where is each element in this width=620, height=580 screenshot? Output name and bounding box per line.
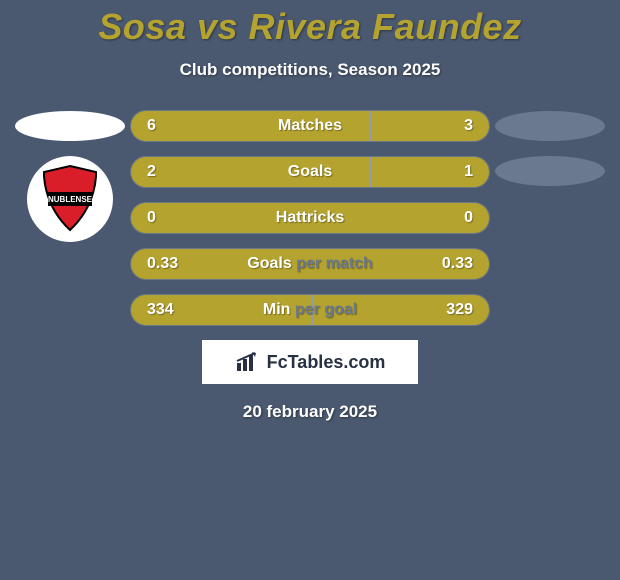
avatar-left-col <box>10 111 130 141</box>
stat-label-primary: Min <box>263 301 291 318</box>
stat-value-right: 3 <box>464 117 473 135</box>
avatar-left-col: NUBLENSE <box>10 156 130 246</box>
stat-row: NUBLENSE 2 1 Goals 0 <box>0 156 620 326</box>
stat-right-fill: 1 <box>372 157 489 187</box>
stat-row: 6 3 Matches <box>0 110 620 142</box>
player-avatar-placeholder-right <box>495 111 605 141</box>
shield-icon: NUBLENSE <box>38 164 102 234</box>
brand-text: FcTables.com <box>267 352 386 373</box>
player-avatar-placeholder-left <box>15 111 125 141</box>
avatar-right-col <box>490 111 610 141</box>
stat-value-right: 1 <box>464 163 473 181</box>
stat-label: Goals per match <box>247 255 372 273</box>
date-text: 20 february 2025 <box>0 402 620 422</box>
stat-value-right: 0.33 <box>442 255 473 273</box>
svg-text:NUBLENSE: NUBLENSE <box>48 195 93 204</box>
stat-label: Hattricks <box>276 209 344 227</box>
stat-label: Matches <box>278 117 342 135</box>
comparison-card: Sosa vs Rivera Faundez Club competitions… <box>0 0 620 422</box>
player-avatar-placeholder-right <box>495 156 605 186</box>
avatar-right-col <box>490 156 610 246</box>
stat-bar-stack: 2 1 Goals 0 0 Hattricks <box>130 156 490 326</box>
bars-icon <box>235 351 261 373</box>
stat-bar-matches: 6 3 Matches <box>130 110 490 142</box>
stat-value-left: 0.33 <box>147 255 178 273</box>
stat-label-secondary: per goal <box>290 301 357 318</box>
stat-value-left: 2 <box>147 163 156 181</box>
stat-label-primary: Hattricks <box>276 209 344 226</box>
stat-label: Goals <box>288 163 332 181</box>
stat-value-left: 334 <box>147 301 174 319</box>
subtitle: Club competitions, Season 2025 <box>0 60 620 80</box>
stat-label: Min per goal <box>263 301 357 319</box>
stat-value-right: 329 <box>446 301 473 319</box>
stat-label-primary: Matches <box>278 117 342 134</box>
stat-label-primary: Goals <box>247 255 291 272</box>
stat-value-left: 0 <box>147 209 156 227</box>
stat-value-right: 0 <box>464 209 473 227</box>
page-title: Sosa vs Rivera Faundez <box>0 6 620 48</box>
stat-bar-hattricks: 0 0 Hattricks <box>130 202 490 234</box>
stat-right-fill: 3 <box>372 111 489 141</box>
stat-bar-goals: 2 1 Goals <box>130 156 490 188</box>
stat-bar-mpg: 334 329 Min per goal <box>130 294 490 326</box>
brand-badge[interactable]: FcTables.com <box>202 340 418 384</box>
stat-label-primary: Goals <box>288 163 332 180</box>
stat-left-fill: 2 <box>131 157 370 187</box>
stat-bar-gpm: 0.33 0.33 Goals per match <box>130 248 490 280</box>
team-badge: NUBLENSE <box>27 156 113 242</box>
stat-value-left: 6 <box>147 117 156 135</box>
stat-label-secondary: per match <box>292 255 373 272</box>
